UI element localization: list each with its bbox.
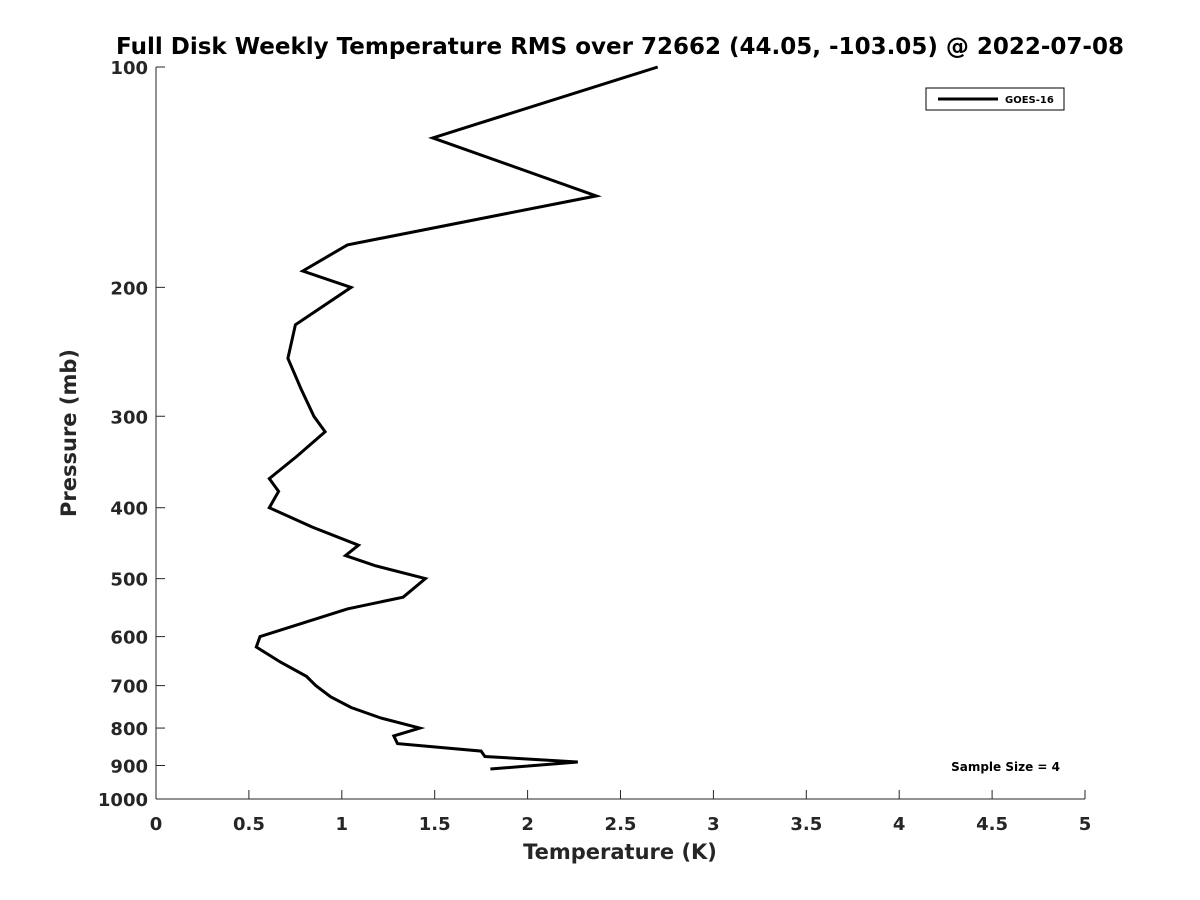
x-tick-label: 4 bbox=[893, 814, 906, 835]
y-axis-ticks: 100 200 300 400 500 600 700 800 900 1000 bbox=[98, 58, 165, 811]
y-axis-label: Pressure (mb) bbox=[57, 349, 81, 517]
y-tick-label: 1000 bbox=[98, 790, 148, 811]
x-tick-label: 4.5 bbox=[976, 814, 1008, 835]
series-line-goes-16 bbox=[254, 65, 659, 771]
x-tick-label: 0 bbox=[150, 814, 163, 835]
legend-label-goes-16: GOES-16 bbox=[1005, 95, 1054, 106]
y-tick-label: 300 bbox=[110, 407, 148, 428]
y-tick-label: 600 bbox=[110, 628, 148, 649]
y-tick-label: 800 bbox=[110, 719, 148, 740]
y-tick-label: 200 bbox=[110, 278, 148, 299]
y-tick-label: 400 bbox=[110, 499, 148, 520]
plot-area: 0 0.5 1 1.5 2 2.5 3 3.5 4 4.5 5 100 200 300 400 500 600… bbox=[98, 58, 1091, 835]
y-tick-label: 100 bbox=[110, 58, 148, 79]
x-tick-label: 2.5 bbox=[605, 814, 637, 835]
y-tick-label: 900 bbox=[110, 757, 148, 778]
chart-title: Full Disk Weekly Temperature RMS over 72… bbox=[116, 34, 1124, 60]
x-tick-label: 0.5 bbox=[233, 814, 265, 835]
x-tick-label: 3 bbox=[707, 814, 720, 835]
y-tick-label: 500 bbox=[110, 570, 148, 591]
x-tick-label: 2 bbox=[521, 814, 534, 835]
legend: GOES-16 bbox=[925, 87, 1065, 111]
x-tick-label: 5 bbox=[1079, 814, 1092, 835]
x-tick-label: 1.5 bbox=[419, 814, 451, 835]
x-axis-ticks: 0 0.5 1 1.5 2 2.5 3 3.5 4 4.5 5 bbox=[150, 790, 1092, 835]
x-axis-label: Temperature (K) bbox=[523, 840, 717, 864]
sample-size-annotation: Sample Size = 4 bbox=[951, 760, 1060, 774]
x-tick-label: 3.5 bbox=[790, 814, 822, 835]
series-layer bbox=[254, 65, 659, 771]
y-tick-label: 700 bbox=[110, 677, 148, 698]
x-tick-label: 1 bbox=[336, 814, 349, 835]
